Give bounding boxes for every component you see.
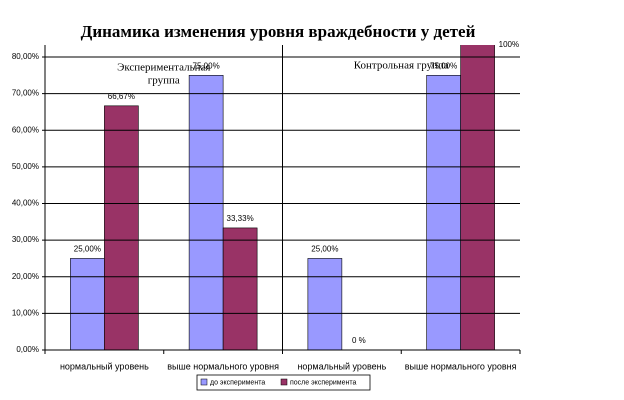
y-tick-label: 30,00% [12,235,39,244]
legend-swatch [200,378,208,386]
bar [222,227,258,351]
y-tick-label: 40,00% [12,199,39,208]
bar [307,258,343,351]
y-tick-label: 80,00% [12,52,39,61]
value-label: 33,33% [227,214,254,223]
bar [188,75,224,351]
legend-label: после эксперимента [290,379,357,386]
value-label: 75,00% [430,61,457,70]
bar [460,45,495,351]
value-label: 25,00% [74,245,101,254]
chart-title: Динамика изменения уровня враждебности у… [81,22,476,41]
x-tick-label: выше нормального уровня [167,361,279,371]
bar [70,258,105,351]
annotation: группа [148,75,180,87]
x-tick-label: нормальный уровень [297,361,386,371]
legend-label: до эксперимента [210,379,265,386]
legend-swatch [280,378,288,386]
y-tick-label: 20,00% [12,272,39,281]
bar [104,105,139,351]
annotation: Контрольная группа [354,60,449,72]
value-label: 66,67% [108,92,135,101]
value-label: 75,00% [193,61,220,70]
bar [426,75,461,351]
x-tick-label: выше нормального уровня [405,361,517,371]
y-tick-label: 10,00% [12,308,39,317]
y-tick-label: 70,00% [12,89,39,98]
y-tick-label: 50,00% [12,162,39,171]
y-tick-label: 60,00% [12,125,39,134]
plot-area [70,45,495,351]
annotation: Экспериментальная [117,62,210,74]
value-label: 25,00% [311,245,338,254]
y-tick-label: 0,00% [16,345,39,354]
x-tick-label: нормальный уровень [60,361,149,371]
value-label: 0 % [352,336,366,345]
value-label: 100% [499,40,519,49]
